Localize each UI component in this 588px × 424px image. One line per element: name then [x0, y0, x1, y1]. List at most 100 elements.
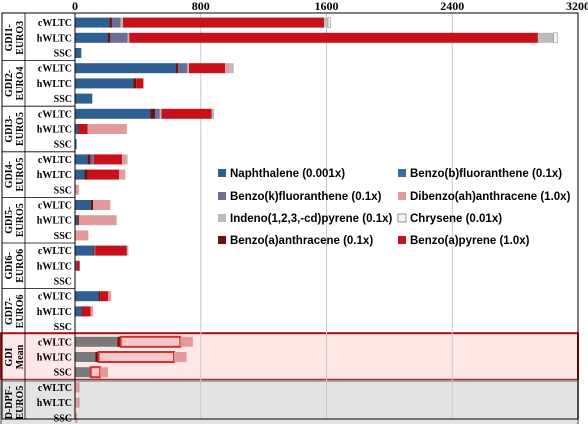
bar-segment — [79, 124, 88, 134]
group-label: GDI2-EURO4 — [4, 66, 26, 100]
group-label: D-DPF-EURO5 — [4, 386, 26, 420]
bar-segment — [93, 200, 111, 210]
bar-segment — [75, 230, 89, 241]
group-label-line: EURO5 — [15, 386, 26, 420]
bar-segment — [122, 154, 127, 165]
cycle-label: cWLTC — [38, 64, 72, 75]
bar-segment — [75, 124, 79, 134]
bar-segment — [211, 108, 215, 119]
group-label-line: EURO5 — [15, 112, 26, 146]
bar-segment — [75, 93, 93, 104]
bar-segment — [95, 352, 99, 362]
bar-segment — [108, 32, 111, 43]
cycle-label: cWLTC — [38, 292, 72, 303]
frame-layer — [1, 12, 579, 420]
bar-segment — [75, 215, 78, 226]
cycle-label: SSC — [54, 185, 72, 196]
group-label: GDI7-EURO6 — [4, 294, 26, 328]
bar-segment — [75, 139, 77, 150]
bar-segment — [120, 17, 123, 28]
legend-label: Indeno(1,2,3,-cd)pyrene (0.1x) — [230, 213, 392, 225]
group-label-line: EURO4 — [15, 66, 26, 100]
group-label-line: EURO5 — [15, 203, 26, 237]
group-label: GDI1-EURO3 — [4, 21, 26, 55]
cycle-label: SSC — [54, 322, 72, 333]
group-label-line: GDI4- — [4, 161, 15, 188]
legend-label: Benzo(a)anthracene (0.1x) — [230, 235, 373, 247]
bar-segment — [93, 245, 96, 256]
cycle-label: cWLTC — [38, 18, 72, 29]
bar-segment — [155, 108, 160, 119]
bar-segment — [225, 63, 230, 74]
bar-segment — [78, 124, 80, 134]
bar-segment — [97, 351, 176, 363]
bar-segment — [108, 291, 112, 302]
cycle-label: SSC — [54, 413, 72, 424]
bar-segment — [75, 32, 109, 43]
group-label-line: GDI3- — [4, 115, 15, 142]
cycle-label: SSC — [54, 368, 72, 379]
bar-segment — [77, 215, 79, 226]
bar-segment — [127, 32, 130, 43]
group-label: GDIMean — [4, 344, 26, 369]
label-layer: 0 800 1600 2400 3200 cWLTC hWLTC SSC GDI1-EURO3 c… — [4, 0, 588, 424]
cycle-label: hWLTC — [37, 79, 72, 90]
cycle-label: hWLTC — [37, 353, 72, 364]
bar-segment — [92, 245, 94, 256]
group-label-line: GDI6- — [4, 252, 15, 279]
bar-segment — [159, 108, 162, 119]
legend-swatch — [398, 169, 406, 177]
bar-segment — [82, 306, 91, 317]
group-label-line: GDI5- — [4, 207, 15, 234]
legend-swatch — [218, 192, 226, 200]
bar-segment — [324, 17, 329, 28]
bar-segment — [98, 291, 101, 302]
x-tick-label: 1600 — [315, 0, 339, 13]
bar-segment — [93, 154, 123, 165]
bar-segment — [188, 63, 226, 74]
cycle-label: SSC — [54, 49, 72, 60]
group-label-line: GDI7- — [4, 298, 15, 325]
bar-segment — [75, 108, 151, 119]
x-tick-label: 0 — [72, 0, 78, 13]
bar-segment — [100, 291, 109, 302]
bar-segment — [175, 63, 178, 74]
legend-label: Dibenzo(ah)anthracene (1.0x) — [410, 191, 571, 203]
background-layer — [0, 332, 579, 424]
bar-segment — [75, 200, 91, 210]
bar-segment — [136, 78, 144, 89]
bar-segment — [553, 32, 558, 44]
group-label-line: D-DPF- — [4, 386, 15, 419]
bar-segment — [87, 154, 91, 165]
legend-swatch — [218, 169, 226, 177]
bar-segment — [78, 215, 117, 226]
cycle-label: cWLTC — [38, 383, 72, 394]
bar-segment — [81, 306, 83, 317]
group-label: GDI6-EURO6 — [4, 249, 26, 283]
group-label-line: GDI1- — [4, 24, 15, 51]
cycle-label: cWLTC — [38, 246, 72, 257]
bar-segment — [89, 366, 102, 379]
bar-segment — [75, 48, 82, 58]
bar-segment — [126, 154, 128, 165]
group-label-line: GDI — [4, 347, 15, 366]
legend-swatch — [218, 214, 226, 222]
bar-segment — [75, 306, 82, 317]
bar-segment — [75, 169, 85, 180]
bar-segment — [76, 260, 80, 271]
legend-label: Chrysene (0.01x) — [410, 213, 502, 225]
cycle-label: hWLTC — [37, 216, 72, 227]
bar-segment — [75, 367, 91, 378]
bar-segment — [126, 245, 129, 256]
bar-segment — [75, 63, 176, 74]
bar-segment — [75, 382, 80, 393]
bar-segment — [75, 412, 78, 423]
bar-segment — [90, 200, 94, 210]
cycle-label: cWLTC — [38, 155, 72, 166]
bar-segment — [187, 63, 189, 74]
bar-segment — [110, 32, 128, 43]
bar-segment — [75, 245, 93, 256]
bar-segment — [75, 397, 80, 408]
bar-segment — [150, 108, 156, 119]
cycle-label: hWLTC — [37, 398, 72, 409]
